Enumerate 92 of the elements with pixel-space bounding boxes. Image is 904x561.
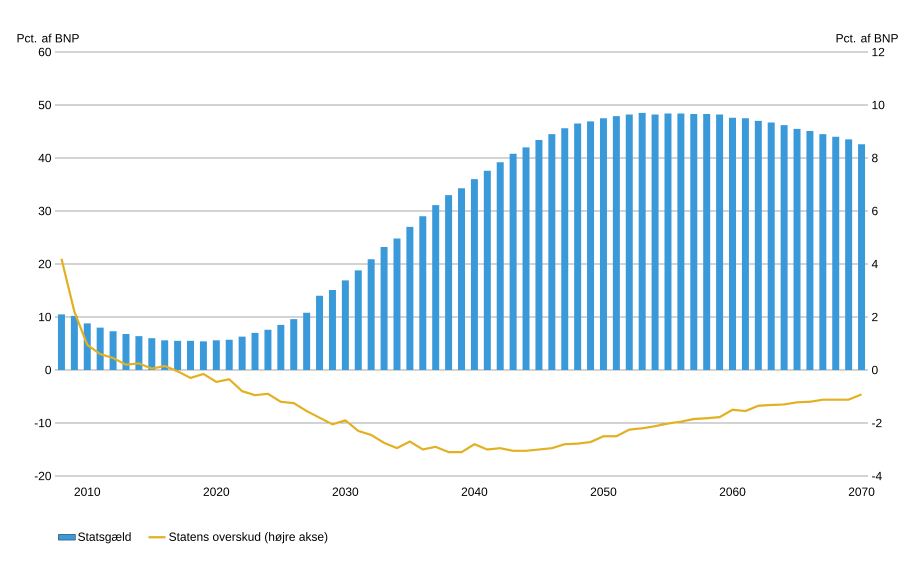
bar — [522, 147, 530, 370]
x-tick-label: 2070 — [848, 488, 874, 496]
y-tick-label: 20 — [38, 260, 52, 268]
bar — [690, 114, 698, 370]
bar — [200, 341, 207, 370]
bar — [780, 125, 788, 370]
bar — [754, 120, 762, 370]
y2-axis-title: Pct. af BNP — [836, 34, 898, 42]
bar — [419, 216, 426, 370]
bar — [342, 280, 349, 370]
bar — [238, 336, 246, 370]
bar — [174, 340, 182, 370]
bar — [703, 114, 710, 370]
bar — [677, 113, 684, 370]
y-tick-label: 40 — [38, 154, 52, 162]
bar — [587, 121, 594, 370]
bar — [768, 122, 775, 370]
bar — [122, 334, 130, 370]
bar — [729, 118, 736, 370]
y2-tick-label: 6 — [872, 206, 878, 216]
y-tick-label: -20 — [34, 472, 52, 480]
bar — [58, 314, 65, 370]
bar — [626, 114, 633, 370]
bar — [277, 324, 284, 370]
bar — [845, 139, 852, 370]
bar — [806, 130, 814, 370]
bar — [470, 179, 478, 370]
bar — [148, 338, 156, 370]
x-tick-label: 2020 — [204, 488, 230, 496]
bar — [110, 331, 117, 370]
y-tick-label: 10 — [39, 312, 52, 322]
bar — [858, 144, 866, 370]
y-tick-label: 0 — [45, 366, 52, 374]
bar — [354, 270, 362, 370]
x-tick-label: 2040 — [462, 488, 488, 496]
y-tick-label: -10 — [34, 418, 52, 428]
bar — [458, 188, 466, 370]
bar — [832, 136, 840, 370]
bar — [535, 140, 542, 370]
bar — [664, 113, 672, 370]
x-tick-label: 2010 — [74, 488, 100, 496]
y2-tick-label: 10 — [872, 100, 884, 110]
bar — [652, 114, 659, 370]
bar — [561, 128, 568, 370]
y2-tick-label: 4 — [872, 260, 878, 268]
y-tick-label: 60 — [38, 48, 52, 56]
bar — [574, 124, 582, 370]
y2-tick-label: 8 — [872, 154, 878, 162]
bar — [380, 247, 388, 370]
y2-tick-label: -2 — [872, 418, 882, 428]
bar — [445, 195, 452, 370]
bar — [612, 116, 620, 370]
bar — [600, 118, 607, 370]
bar — [794, 128, 801, 370]
bar — [84, 323, 91, 370]
y2-tick-label: -4 — [872, 472, 882, 480]
legend-label: Statsgæld — [78, 532, 131, 544]
bar — [187, 340, 194, 370]
y2-tick-label: 12 — [872, 48, 884, 56]
y2-tick-label: 0 — [872, 366, 878, 374]
bar — [393, 238, 400, 370]
y-axis-title: Pct. af BNP — [18, 34, 79, 42]
bar — [303, 312, 310, 370]
bar — [368, 259, 375, 370]
y-tick-label: 30 — [38, 206, 52, 216]
bar — [316, 296, 324, 370]
bar — [510, 154, 517, 370]
bar — [252, 332, 259, 370]
bar — [819, 134, 826, 370]
bar — [264, 330, 272, 370]
bar — [496, 162, 504, 370]
bar — [328, 290, 336, 370]
bar — [161, 340, 168, 370]
bar — [135, 336, 142, 370]
bar — [638, 112, 646, 370]
bar — [484, 170, 491, 370]
x-tick-label: 2030 — [332, 488, 358, 496]
x-tick-label: 2050 — [590, 488, 616, 496]
bar — [406, 226, 414, 370]
bar — [432, 205, 440, 370]
bar — [716, 114, 724, 370]
bar — [548, 134, 556, 370]
bar — [96, 328, 104, 370]
y-tick-label: 50 — [38, 100, 52, 110]
legend-label: Statens overskud (højre akse) — [169, 532, 328, 544]
bar — [70, 316, 78, 370]
bar — [212, 340, 220, 370]
y2-tick-label: 2 — [872, 312, 878, 322]
bar — [290, 319, 298, 370]
bar — [226, 340, 233, 370]
bar — [742, 118, 749, 370]
x-tick-label: 2060 — [720, 488, 746, 496]
